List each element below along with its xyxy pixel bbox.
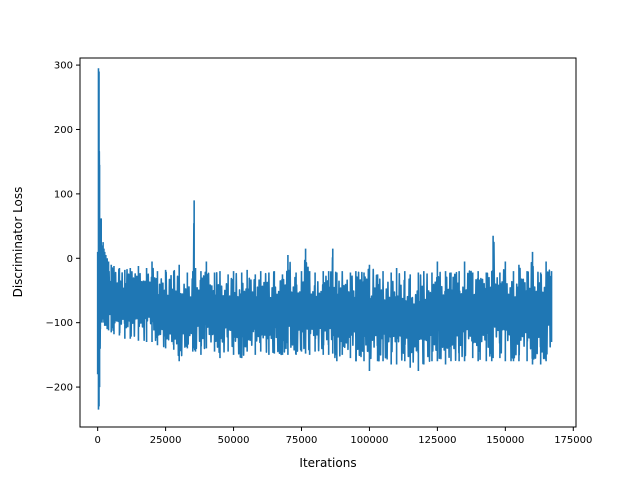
axes-frame (79, 57, 577, 428)
y-tick-label: 100 (54, 189, 73, 200)
y-tick-label: −100 (46, 318, 73, 329)
x-axis: 0 25000 50000 75000 100000 125000 150000 175000 (94, 427, 592, 446)
y-tick-label: 0 (67, 254, 73, 265)
x-tick-label: 75000 (286, 435, 318, 446)
x-tick-label: 150000 (486, 435, 524, 446)
y-tick-label: 200 (54, 125, 73, 136)
x-axis-label: Iterations (299, 456, 356, 470)
y-axis: −200 −100 0 100 200 300 (46, 61, 80, 394)
plot-area (96, 68, 553, 410)
y-tick-label: −200 (46, 383, 73, 394)
x-tick-label: 25000 (150, 435, 182, 446)
y-tick-label: 300 (54, 61, 73, 72)
x-tick-label: 125000 (418, 435, 456, 446)
x-tick-label: 0 (94, 435, 100, 446)
x-tick-label: 50000 (218, 435, 250, 446)
series-layer (96, 68, 553, 410)
x-tick-label: 100000 (350, 435, 388, 446)
y-axis-label: Discriminator Loss (11, 187, 25, 298)
series-line-0 (96, 68, 553, 410)
x-tick-label: 175000 (554, 435, 592, 446)
